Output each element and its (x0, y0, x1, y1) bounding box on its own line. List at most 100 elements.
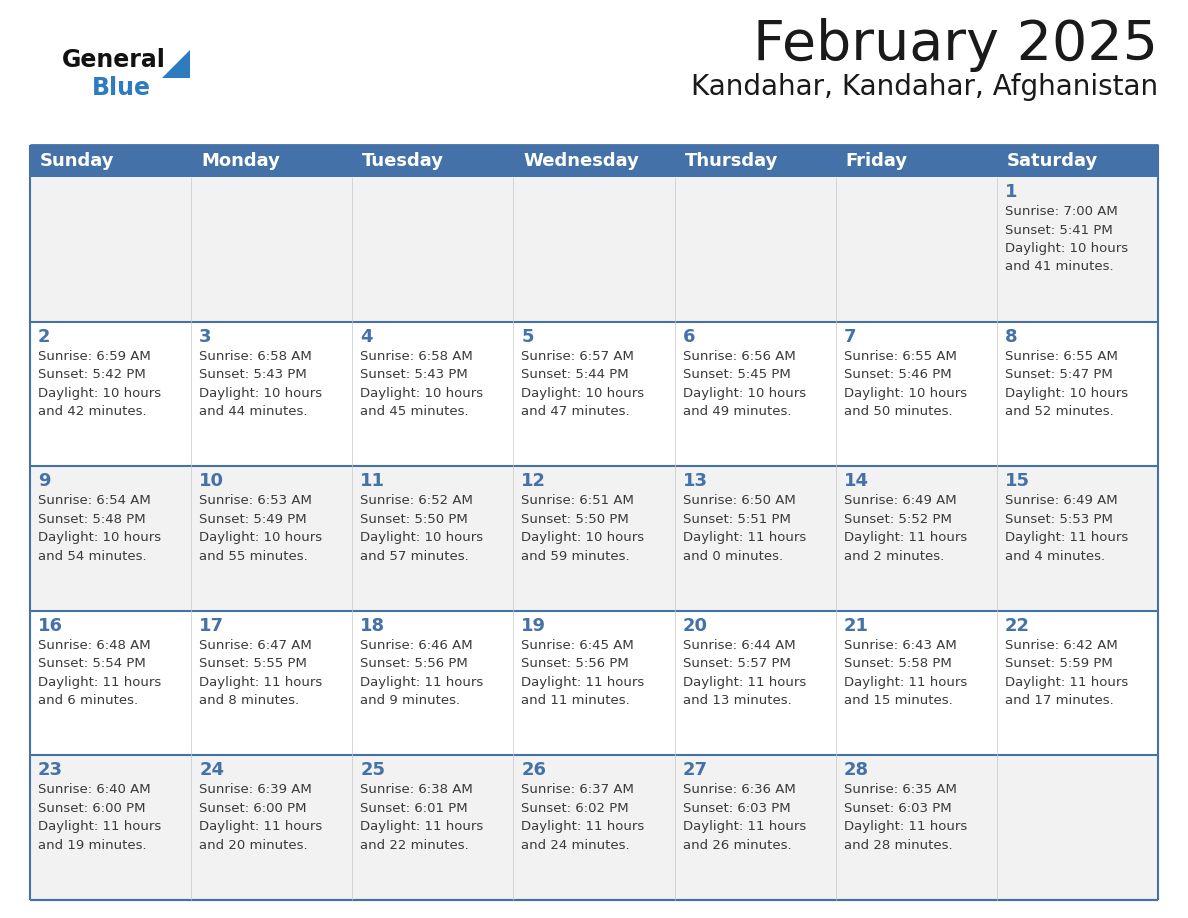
Text: and 11 minutes.: and 11 minutes. (522, 694, 630, 707)
Text: Daylight: 10 hours: Daylight: 10 hours (1005, 242, 1127, 255)
Text: 12: 12 (522, 472, 546, 490)
Text: Sunset: 6:03 PM: Sunset: 6:03 PM (683, 802, 790, 815)
Text: Friday: Friday (846, 152, 908, 170)
Text: 7: 7 (843, 328, 857, 345)
Polygon shape (162, 50, 190, 78)
Text: and 49 minutes.: and 49 minutes. (683, 405, 791, 418)
Text: Kandahar, Kandahar, Afghanistan: Kandahar, Kandahar, Afghanistan (691, 73, 1158, 101)
Text: and 44 minutes.: and 44 minutes. (200, 405, 308, 418)
Text: Daylight: 10 hours: Daylight: 10 hours (38, 386, 162, 399)
Text: 26: 26 (522, 761, 546, 779)
Text: 27: 27 (683, 761, 708, 779)
Text: Sunset: 5:45 PM: Sunset: 5:45 PM (683, 368, 790, 381)
Text: Daylight: 11 hours: Daylight: 11 hours (200, 821, 322, 834)
Text: 22: 22 (1005, 617, 1030, 635)
Text: and 42 minutes.: and 42 minutes. (38, 405, 146, 418)
Text: Sunrise: 6:54 AM: Sunrise: 6:54 AM (38, 494, 151, 508)
Text: and 22 minutes.: and 22 minutes. (360, 839, 469, 852)
Text: and 15 minutes.: and 15 minutes. (843, 694, 953, 707)
Text: and 55 minutes.: and 55 minutes. (200, 550, 308, 563)
Text: Sunrise: 6:58 AM: Sunrise: 6:58 AM (200, 350, 312, 363)
Text: 15: 15 (1005, 472, 1030, 490)
Text: Sunset: 5:46 PM: Sunset: 5:46 PM (843, 368, 952, 381)
Text: Sunday: Sunday (40, 152, 114, 170)
Text: Sunset: 5:56 PM: Sunset: 5:56 PM (522, 657, 630, 670)
FancyBboxPatch shape (30, 610, 1158, 756)
Text: and 17 minutes.: and 17 minutes. (1005, 694, 1113, 707)
Text: and 57 minutes.: and 57 minutes. (360, 550, 469, 563)
Text: Sunset: 5:53 PM: Sunset: 5:53 PM (1005, 512, 1113, 526)
Text: Sunset: 5:57 PM: Sunset: 5:57 PM (683, 657, 790, 670)
Text: Sunset: 5:59 PM: Sunset: 5:59 PM (1005, 657, 1113, 670)
Text: Daylight: 11 hours: Daylight: 11 hours (522, 821, 645, 834)
Text: Daylight: 11 hours: Daylight: 11 hours (683, 532, 805, 544)
Text: Daylight: 10 hours: Daylight: 10 hours (360, 532, 484, 544)
Text: Sunset: 5:55 PM: Sunset: 5:55 PM (200, 657, 307, 670)
Text: Sunset: 5:48 PM: Sunset: 5:48 PM (38, 512, 146, 526)
Text: 17: 17 (200, 617, 225, 635)
Text: Blue: Blue (91, 76, 151, 100)
Text: Thursday: Thursday (684, 152, 778, 170)
Text: and 13 minutes.: and 13 minutes. (683, 694, 791, 707)
Text: Daylight: 11 hours: Daylight: 11 hours (38, 676, 162, 688)
Text: Sunset: 5:50 PM: Sunset: 5:50 PM (522, 512, 630, 526)
Text: Sunrise: 6:40 AM: Sunrise: 6:40 AM (38, 783, 151, 797)
Text: Sunrise: 6:45 AM: Sunrise: 6:45 AM (522, 639, 634, 652)
Text: Sunset: 5:43 PM: Sunset: 5:43 PM (360, 368, 468, 381)
FancyBboxPatch shape (30, 321, 1158, 466)
Text: 4: 4 (360, 328, 373, 345)
Text: Sunrise: 6:55 AM: Sunrise: 6:55 AM (1005, 350, 1118, 363)
Text: Sunrise: 7:00 AM: Sunrise: 7:00 AM (1005, 205, 1118, 218)
Text: 5: 5 (522, 328, 533, 345)
Text: Sunrise: 6:50 AM: Sunrise: 6:50 AM (683, 494, 795, 508)
Text: General: General (62, 48, 166, 72)
Text: Sunrise: 6:49 AM: Sunrise: 6:49 AM (1005, 494, 1118, 508)
Text: Daylight: 11 hours: Daylight: 11 hours (360, 821, 484, 834)
Text: Daylight: 11 hours: Daylight: 11 hours (1005, 532, 1129, 544)
Text: Sunset: 5:41 PM: Sunset: 5:41 PM (1005, 223, 1113, 237)
Text: Daylight: 10 hours: Daylight: 10 hours (360, 386, 484, 399)
Text: Sunrise: 6:46 AM: Sunrise: 6:46 AM (360, 639, 473, 652)
Text: Daylight: 10 hours: Daylight: 10 hours (522, 386, 645, 399)
Text: Daylight: 10 hours: Daylight: 10 hours (683, 386, 805, 399)
Text: and 26 minutes.: and 26 minutes. (683, 839, 791, 852)
FancyBboxPatch shape (30, 466, 1158, 610)
Text: 20: 20 (683, 617, 708, 635)
Text: and 0 minutes.: and 0 minutes. (683, 550, 783, 563)
Text: Daylight: 11 hours: Daylight: 11 hours (843, 821, 967, 834)
Text: and 41 minutes.: and 41 minutes. (1005, 261, 1113, 274)
Text: Sunrise: 6:38 AM: Sunrise: 6:38 AM (360, 783, 473, 797)
Text: 11: 11 (360, 472, 385, 490)
Text: and 59 minutes.: and 59 minutes. (522, 550, 630, 563)
Text: Daylight: 10 hours: Daylight: 10 hours (1005, 386, 1127, 399)
Text: 25: 25 (360, 761, 385, 779)
Text: 13: 13 (683, 472, 708, 490)
Text: and 47 minutes.: and 47 minutes. (522, 405, 630, 418)
Text: Sunrise: 6:37 AM: Sunrise: 6:37 AM (522, 783, 634, 797)
Text: 6: 6 (683, 328, 695, 345)
Text: Sunrise: 6:53 AM: Sunrise: 6:53 AM (200, 494, 312, 508)
Text: Sunset: 6:00 PM: Sunset: 6:00 PM (38, 802, 145, 815)
Text: Sunrise: 6:35 AM: Sunrise: 6:35 AM (843, 783, 956, 797)
Text: 24: 24 (200, 761, 225, 779)
Text: Sunrise: 6:55 AM: Sunrise: 6:55 AM (843, 350, 956, 363)
Text: Wednesday: Wednesday (524, 152, 639, 170)
Text: and 8 minutes.: and 8 minutes. (200, 694, 299, 707)
Text: and 2 minutes.: and 2 minutes. (843, 550, 944, 563)
Text: Sunset: 5:52 PM: Sunset: 5:52 PM (843, 512, 952, 526)
Text: and 6 minutes.: and 6 minutes. (38, 694, 138, 707)
Text: 18: 18 (360, 617, 385, 635)
Text: 14: 14 (843, 472, 868, 490)
FancyBboxPatch shape (30, 756, 1158, 900)
Text: Sunrise: 6:47 AM: Sunrise: 6:47 AM (200, 639, 312, 652)
Text: Daylight: 11 hours: Daylight: 11 hours (360, 676, 484, 688)
Text: Daylight: 10 hours: Daylight: 10 hours (38, 532, 162, 544)
Text: Saturday: Saturday (1007, 152, 1098, 170)
Text: 9: 9 (38, 472, 51, 490)
Text: Sunrise: 6:58 AM: Sunrise: 6:58 AM (360, 350, 473, 363)
Text: 16: 16 (38, 617, 63, 635)
Text: Sunrise: 6:49 AM: Sunrise: 6:49 AM (843, 494, 956, 508)
Text: Sunrise: 6:57 AM: Sunrise: 6:57 AM (522, 350, 634, 363)
FancyBboxPatch shape (30, 177, 1158, 321)
Text: 21: 21 (843, 617, 868, 635)
